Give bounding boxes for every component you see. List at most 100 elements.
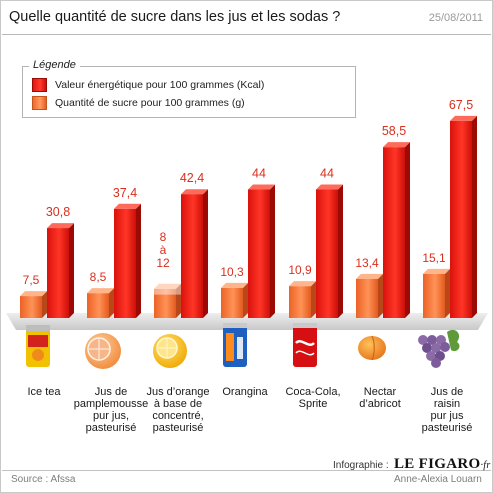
bar-sugar-4 xyxy=(289,281,316,318)
legend-label-sugar: Quantité de sucre pour 100 grammes (g) xyxy=(55,97,245,109)
category-label-line: Nectar xyxy=(363,386,397,398)
category-label-3: Orangina xyxy=(222,386,267,398)
value-label-energy-5: 58,5 xyxy=(382,124,406,138)
bar-sugar-5-side xyxy=(378,273,383,318)
logo-suffix: ·fr xyxy=(480,460,491,471)
value-label-sugar-2-1: à xyxy=(160,243,167,257)
bar-energy-4-side xyxy=(338,184,343,318)
category-label-2: Jus d’orange à base de concentré, pasteuris… xyxy=(147,386,210,434)
category-label-line: d’abricot xyxy=(359,398,401,410)
category-label-line: pur jus, xyxy=(92,410,130,422)
bar-sugar-6-front xyxy=(423,273,445,318)
category-label-line: pasteurisé xyxy=(85,422,137,434)
bar-sugar-4-front xyxy=(289,286,311,318)
value-label-sugar-3: 10,3 xyxy=(220,265,244,279)
bar-energy-1-front xyxy=(114,208,136,318)
value-label-sugar-1: 8,5 xyxy=(90,270,107,284)
bar-energy-3-top xyxy=(248,184,275,190)
bar-sugar-1-top xyxy=(87,288,114,294)
bar-energy-6 xyxy=(450,115,477,319)
orange-icon xyxy=(153,334,187,368)
category-label-line: Jus de xyxy=(430,386,464,398)
value-label-energy-6: 67,5 xyxy=(449,98,473,112)
category-label-line: Orangina xyxy=(222,386,268,398)
category-label-line: concentré, xyxy=(152,410,204,422)
legend-label-energy: Valeur énergétique pour 100 grammes (Kca… xyxy=(55,79,265,91)
bar-sugar-3-top xyxy=(221,282,248,288)
bar-energy-4-front xyxy=(316,189,338,318)
author-credit: Anne-Alexia Louarn xyxy=(394,474,482,485)
bar-sugar-5 xyxy=(356,273,383,318)
header-divider xyxy=(2,34,491,35)
sugar-range-band xyxy=(154,282,181,295)
category-label-line: Sprite xyxy=(298,398,328,410)
legend-swatch-sugar xyxy=(32,96,47,110)
legend: Légende Valeur énergétique pour 100 gram… xyxy=(22,59,356,118)
category-label-line: pamplemousse xyxy=(73,398,149,410)
bar-sugar-2-front xyxy=(154,288,176,318)
bar-sugar-0-top xyxy=(20,291,47,297)
bar-energy-3-front xyxy=(248,189,270,318)
bar-sugar-2 xyxy=(154,283,181,318)
category-label-4: Coca-Cola, Sprite xyxy=(285,386,340,410)
legend-item-sugar: Quantité de sucre pour 100 grammes (g) xyxy=(32,96,245,110)
bar-energy-5 xyxy=(383,142,410,318)
bar-sugar-0-front xyxy=(20,296,42,318)
bar-energy-1-top xyxy=(114,203,141,209)
bar-sugar-1-front xyxy=(87,293,109,318)
bar-energy-5-front xyxy=(383,147,405,318)
bar-sugar-2-side xyxy=(176,283,181,318)
value-label-energy-3: 44 xyxy=(252,167,266,181)
bar-energy-4-top xyxy=(316,184,343,190)
value-label-energy-4: 44 xyxy=(320,167,334,181)
apricot-icon xyxy=(358,335,386,361)
bar-energy-3 xyxy=(248,184,275,318)
value-label-sugar-4: 10,9 xyxy=(288,263,312,277)
bar-sugar-6 xyxy=(423,268,450,318)
bar-sugar-5-front xyxy=(356,278,378,318)
bar-sugar-6-side xyxy=(445,268,450,318)
bar-energy-2-side xyxy=(203,189,208,318)
value-label-energy-2: 42,4 xyxy=(180,171,204,185)
bar-energy-0-top xyxy=(47,223,74,229)
publication-date: 25/08/2011 xyxy=(428,12,483,24)
logo-text: LE FIGARO xyxy=(394,456,481,472)
category-label-5: Nectar d’abricot xyxy=(359,386,401,410)
bar-sugar-4-side xyxy=(311,281,316,318)
bar-sugar-1-side xyxy=(109,288,114,318)
source-credit: Source : Afssa xyxy=(11,474,76,485)
bar-energy-1 xyxy=(114,203,141,318)
ice-tea-can-icon xyxy=(26,325,50,367)
bar-sugar-5-top xyxy=(356,273,383,279)
grapes-icon xyxy=(418,329,460,368)
page-title: Quelle quantité de sucre dans les jus et… xyxy=(9,9,341,25)
category-label-line: raisin xyxy=(433,398,461,410)
coca-cola-can-icon xyxy=(293,323,317,367)
bar-sugar-2-top xyxy=(154,283,181,289)
bar-energy-2-top xyxy=(181,189,208,195)
category-label-line: Coca-Cola, xyxy=(285,386,341,398)
legend-item-energy: Valeur énergétique pour 100 grammes (Kca… xyxy=(32,78,265,92)
category-label-line: pasteurisé xyxy=(152,422,204,434)
bar-energy-2 xyxy=(181,189,208,318)
bar-sugar-3-side xyxy=(243,282,248,318)
value-label-energy-1: 37,4 xyxy=(113,186,137,200)
value-label-sugar-2-0: 8 xyxy=(160,230,167,244)
bar-sugar-1 xyxy=(87,288,114,318)
bar-sugar-3-front xyxy=(221,287,243,318)
category-label-line: à base de xyxy=(153,398,203,410)
bar-energy-3-side xyxy=(270,184,275,318)
bar-energy-0-side xyxy=(69,223,74,318)
value-label-sugar-2-2: 12 xyxy=(156,256,170,270)
category-label-6: Jus de raisin pur jus pasteurisé xyxy=(422,386,473,434)
grapefruit-icon xyxy=(85,333,121,369)
value-label-sugar-5: 13,4 xyxy=(355,256,379,270)
orangina-can-icon xyxy=(223,323,247,367)
category-label-line: pasteurisé xyxy=(421,422,473,434)
bar-energy-4 xyxy=(316,184,343,318)
bar-sugar-3 xyxy=(221,282,248,318)
legend-title: Légende xyxy=(29,59,80,71)
bar-energy-6-top xyxy=(450,115,477,121)
legend-swatch-energy xyxy=(32,78,47,92)
